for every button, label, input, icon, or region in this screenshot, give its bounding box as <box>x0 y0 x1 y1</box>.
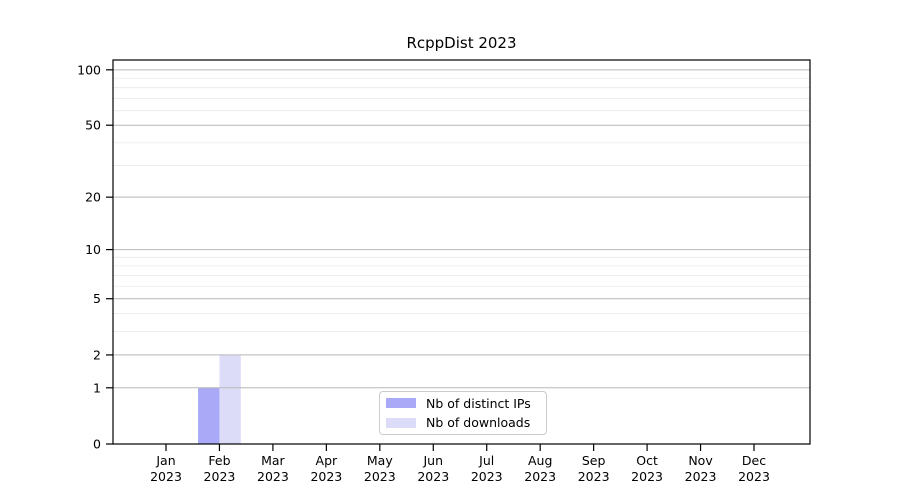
legend-swatch-distinct-ips <box>386 398 416 409</box>
legend-item-downloads: Nb of downloads <box>380 414 546 432</box>
x-tick-label-month: Sep <box>582 453 606 468</box>
legend-swatch-downloads <box>386 417 416 428</box>
plot-border <box>112 59 811 445</box>
x-tick-label-month: Feb <box>208 453 230 468</box>
x-tick-label-year: 2023 <box>150 469 182 484</box>
x-tick-label-month: Dec <box>742 453 766 468</box>
legend: Nb of distinct IPs Nb of downloads <box>379 391 547 435</box>
x-tick-label-year: 2023 <box>685 469 717 484</box>
bar-dl-1 <box>219 354 241 444</box>
bar-ips-1 <box>198 387 220 444</box>
x-tick-label-month: Jun <box>423 453 444 468</box>
x-tick-label-year: 2023 <box>417 469 449 484</box>
x-tick-label-month: Apr <box>316 453 338 468</box>
x-tick-label-year: 2023 <box>204 469 236 484</box>
y-tick-label: 1 <box>93 380 101 395</box>
x-tick-label-month: Nov <box>688 453 713 468</box>
y-tick-label: 5 <box>93 291 101 306</box>
x-tick-label-month: May <box>367 453 393 468</box>
y-tick-label: 100 <box>77 62 101 77</box>
x-tick-label-year: 2023 <box>631 469 663 484</box>
legend-label-downloads: Nb of downloads <box>426 415 531 431</box>
legend-label-distinct-ips: Nb of distinct IPs <box>426 395 531 411</box>
y-tick-label: 0 <box>93 437 101 452</box>
x-tick-label-year: 2023 <box>578 469 610 484</box>
y-tick-label: 10 <box>85 242 101 257</box>
x-tick-label-year: 2023 <box>471 469 503 484</box>
x-tick-label-month: Oct <box>636 453 658 468</box>
x-tick-label-month: Mar <box>261 453 285 468</box>
x-tick-label-month: Aug <box>528 453 552 468</box>
legend-item-distinct-ips: Nb of distinct IPs <box>380 394 546 412</box>
x-tick-label-year: 2023 <box>524 469 556 484</box>
y-tick-label: 20 <box>85 190 101 205</box>
x-tick-label-year: 2023 <box>257 469 289 484</box>
x-tick-label-month: Jul <box>478 453 494 468</box>
chart-title: RcppDist 2023 <box>406 34 517 52</box>
x-tick-label-year: 2023 <box>738 469 770 484</box>
y-tick-label: 2 <box>93 347 101 362</box>
x-tick-label-year: 2023 <box>364 469 396 484</box>
x-tick-label-month: Jan <box>155 453 175 468</box>
y-tick-label: 50 <box>85 118 101 133</box>
x-tick-label-year: 2023 <box>310 469 342 484</box>
